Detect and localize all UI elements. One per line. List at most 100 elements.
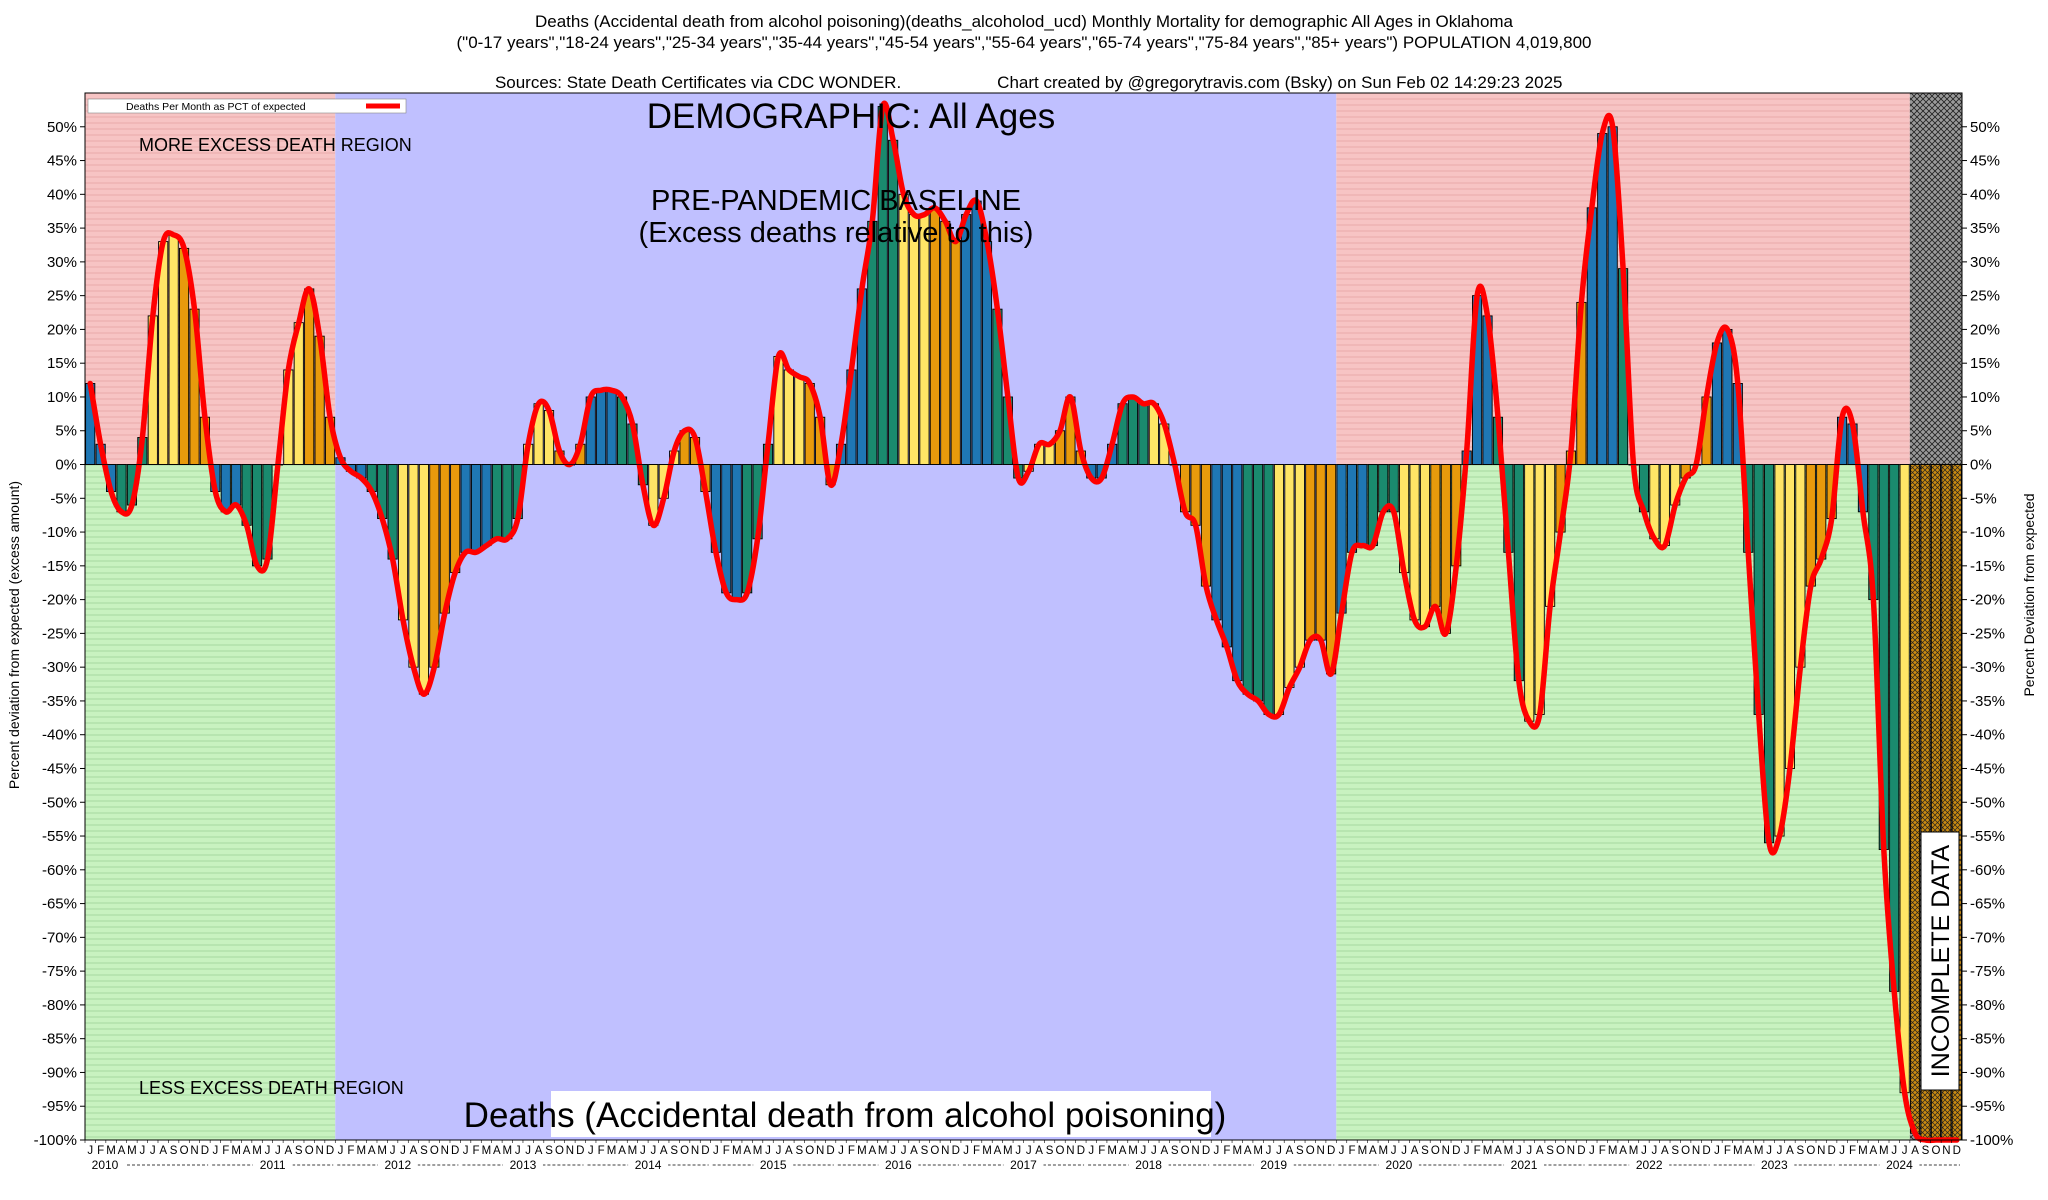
year-label-backdrop <box>1629 1157 1670 1171</box>
x-month-label: J <box>838 1145 844 1157</box>
y-tick-label-right: 45% <box>1970 153 2000 170</box>
bar-month-84 <box>961 214 972 465</box>
y-tick-label-left: 0% <box>55 457 77 474</box>
x-month-label: J <box>1891 1145 1897 1157</box>
y-tick-label-right: 20% <box>1970 321 2000 338</box>
x-month-label: A <box>1286 1145 1294 1157</box>
bar-month-32 <box>418 464 429 695</box>
x-year-label: 2013 <box>510 1158 537 1172</box>
y-tick-label-left: 30% <box>47 254 77 271</box>
x-month-label: J <box>87 1145 93 1157</box>
x-month-label: J <box>1026 1145 1032 1157</box>
x-month-label: A <box>1786 1145 1794 1157</box>
x-month-label: M <box>1128 1145 1138 1157</box>
bar-month-67 <box>783 369 794 465</box>
y-tick-label-left: -35% <box>42 693 77 710</box>
x-month-label: J <box>1464 1145 1470 1157</box>
x-month-label: M <box>482 1145 492 1157</box>
x-month-label: O <box>555 1145 564 1157</box>
x-year-label: 2022 <box>1636 1158 1663 1172</box>
x-month-label: N <box>691 1145 699 1157</box>
x-month-label: D <box>1452 1145 1460 1157</box>
legend: Deaths Per Month as PCT of expected <box>87 98 407 114</box>
x-year-label: 2019 <box>1260 1158 1287 1172</box>
y-tick-label-left: -40% <box>42 727 77 744</box>
bar-month-50 <box>606 389 617 465</box>
x-month-label: D <box>1327 1145 1335 1157</box>
y-tick-label-right: -50% <box>1970 794 2005 811</box>
x-month-label: J <box>1777 1145 1783 1157</box>
bar-month-116 <box>1294 464 1305 668</box>
x-month-label: N <box>1692 1145 1700 1157</box>
x-month-label: A <box>1160 1145 1168 1157</box>
x-month-label: D <box>1827 1145 1835 1157</box>
x-month-label: A <box>1494 1145 1502 1157</box>
x-month-label: M <box>753 1145 763 1157</box>
region-pre-pandemic-baseline <box>335 93 1337 1140</box>
y-tick-label-right: 10% <box>1970 389 2000 406</box>
x-month-label: O <box>1431 1145 1440 1157</box>
x-month-label: J <box>275 1145 281 1157</box>
bar-month-9 <box>178 247 190 465</box>
x-month-label: D <box>1577 1145 1585 1157</box>
x-month-label: J <box>1902 1145 1908 1157</box>
y-tick-label-left: -95% <box>42 1098 77 1115</box>
bottom-title: Deaths (Accidental death from alcohol po… <box>464 1096 1227 1135</box>
x-month-label: J <box>765 1145 771 1157</box>
x-month-label: D <box>201 1145 209 1157</box>
bar-month-118 <box>1315 464 1326 641</box>
bar-month-117 <box>1305 464 1316 641</box>
x-month-label: A <box>118 1145 126 1157</box>
x-year-label: 2010 <box>92 1158 119 1172</box>
year-label-backdrop <box>1253 1157 1294 1171</box>
x-month-label: M <box>857 1145 867 1157</box>
x-month-label: O <box>1306 1145 1315 1157</box>
bottom-title-backdrop <box>551 1091 1211 1137</box>
y-tick-label-left: 50% <box>47 119 77 136</box>
x-month-label: M <box>1733 1145 1743 1157</box>
y-tick-label-right: -30% <box>1970 659 2005 676</box>
x-month-label: N <box>1942 1145 1950 1157</box>
year-label-backdrop <box>252 1157 293 1171</box>
x-month-label: J <box>525 1145 531 1157</box>
y-tick-label-left: -50% <box>42 794 77 811</box>
x-month-label: S <box>1171 1145 1179 1157</box>
x-month-label: J <box>963 1145 969 1157</box>
y-tick-label-left: 40% <box>47 186 77 203</box>
x-month-label: O <box>1556 1145 1565 1157</box>
x-month-label: M <box>1483 1145 1493 1157</box>
x-month-label: J <box>776 1145 782 1157</box>
x-month-label: J <box>1214 1145 1220 1157</box>
x-month-label: J <box>150 1145 156 1157</box>
y-tick-label-right: -80% <box>1970 997 2005 1014</box>
y-tick-label-right: -70% <box>1970 929 2005 946</box>
x-month-label: O <box>1181 1145 1190 1157</box>
bar-month-49 <box>596 389 607 465</box>
x-month-label: J <box>640 1145 646 1157</box>
year-label-backdrop <box>1504 1157 1545 1171</box>
bar-month-83 <box>950 241 961 465</box>
x-month-label: N <box>1567 1145 1575 1157</box>
y-tick-label-right: -5% <box>1970 490 1997 507</box>
bar-month-175 <box>1910 464 1921 1134</box>
y-tick-label-right: 35% <box>1970 220 2000 237</box>
x-month-label: A <box>868 1145 876 1157</box>
y-tick-label-left: -45% <box>42 760 77 777</box>
x-month-label: D <box>826 1145 834 1157</box>
y-tick-label-right: 5% <box>1970 423 1992 440</box>
y-tick-label-left: 15% <box>47 355 77 372</box>
y-tick-label-left: -100% <box>34 1132 77 1149</box>
x-month-label: A <box>1119 1145 1127 1157</box>
bar-month-79 <box>908 214 920 465</box>
x-month-label: A <box>1244 1145 1252 1157</box>
y-tick-label-left: 35% <box>47 220 77 237</box>
x-month-label: J <box>390 1145 396 1157</box>
x-month-label: A <box>785 1145 793 1157</box>
x-month-label: J <box>901 1145 907 1157</box>
x-month-label: J <box>713 1145 719 1157</box>
x-month-label: F <box>1098 1145 1105 1157</box>
baseline-label: PRE-PANDEMIC BASELINE <box>651 185 1021 217</box>
x-month-label: O <box>1806 1145 1815 1157</box>
x-month-label: M <box>106 1145 116 1157</box>
x-month-label: O <box>430 1145 439 1157</box>
